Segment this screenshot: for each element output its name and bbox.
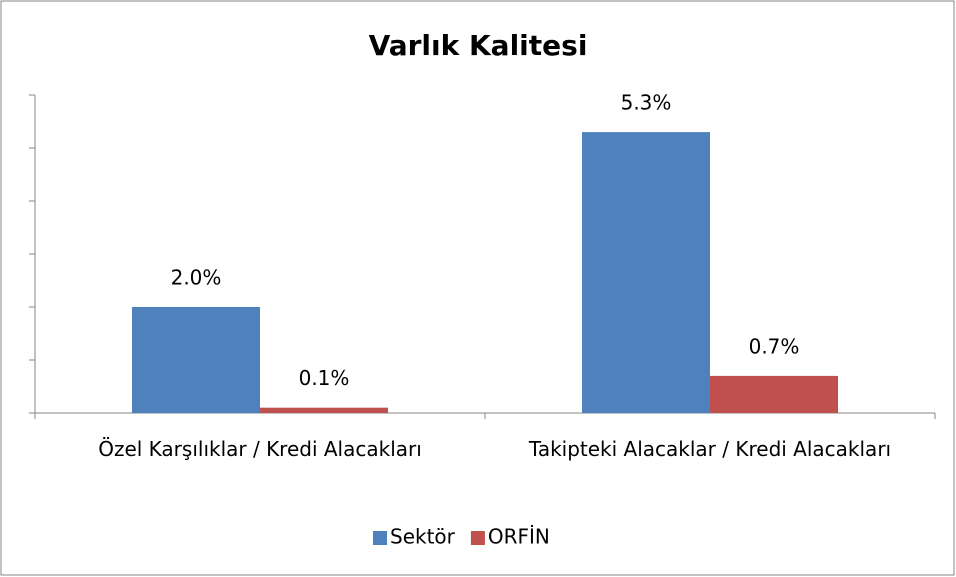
data-label: 0.1%: [299, 366, 350, 390]
x-tick-label: Takipteki Alacaklar / Kredi Alacakları: [528, 437, 892, 461]
x-tick-label: Özel Karşılıklar / Kredi Alacakları: [98, 437, 422, 461]
bar: [132, 307, 260, 413]
data-label: 5.3%: [621, 91, 672, 115]
data-label: 0.7%: [749, 334, 800, 358]
legend-label: Sektör: [390, 525, 456, 549]
bar: [582, 132, 710, 413]
legend-swatch: [470, 531, 485, 545]
legend-label: ORFİN: [488, 525, 550, 549]
legend-swatch: [373, 531, 387, 545]
chart-title: Varlık Kalitesi: [369, 29, 588, 62]
bar: [710, 375, 838, 413]
data-label: 2.0%: [171, 266, 222, 290]
bar: [260, 407, 388, 413]
